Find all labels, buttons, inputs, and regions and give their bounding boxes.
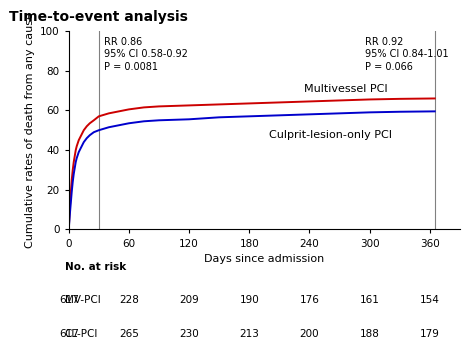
Text: 179: 179 [420,329,440,339]
X-axis label: Days since admission: Days since admission [204,254,324,264]
Text: 617: 617 [59,329,79,339]
Text: 188: 188 [360,329,380,339]
Text: No. at risk: No. at risk [65,262,126,272]
Text: 154: 154 [420,295,440,305]
Text: 617: 617 [59,295,79,305]
Text: 176: 176 [300,295,319,305]
Text: Multivessel PCI: Multivessel PCI [304,85,388,95]
Text: 230: 230 [179,329,199,339]
Text: Time-to-event analysis: Time-to-event analysis [9,10,188,24]
Text: CL-PCI: CL-PCI [65,329,98,339]
Text: 161: 161 [360,295,380,305]
Text: MV-PCI: MV-PCI [65,295,100,305]
Text: 228: 228 [119,295,139,305]
Text: 213: 213 [239,329,259,339]
Text: RR 0.92
95% CI 0.84-1.01
P = 0.066: RR 0.92 95% CI 0.84-1.01 P = 0.066 [365,37,448,72]
Text: 190: 190 [239,295,259,305]
Text: 200: 200 [300,329,319,339]
Text: 209: 209 [179,295,199,305]
Text: 265: 265 [119,329,139,339]
Y-axis label: Cumulative rates of death from any cause: Cumulative rates of death from any cause [25,12,35,248]
Text: Culprit-lesion-only PCI: Culprit-lesion-only PCI [269,130,392,140]
Text: RR 0.86
95% CI 0.58-0.92
P = 0.0081: RR 0.86 95% CI 0.58-0.92 P = 0.0081 [104,37,188,72]
